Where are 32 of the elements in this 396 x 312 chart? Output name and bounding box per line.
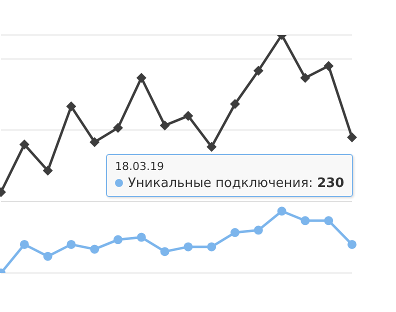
point [184,242,193,252]
point [20,240,29,249]
point [324,216,334,226]
point [324,60,334,71]
point [19,139,30,150]
point [277,206,286,216]
point [113,122,123,133]
point [230,228,240,238]
point [42,166,53,176]
point [136,232,146,242]
point [66,240,76,249]
point [183,110,194,121]
legend-label: Уникальные подключения: [128,176,314,191]
point [230,99,240,110]
point [160,120,170,130]
annotation: 18.03.19 [115,160,165,173]
annotation: 230 [317,176,344,191]
point [253,66,264,76]
point [43,252,52,261]
point [90,244,100,254]
point [160,247,170,256]
point [206,142,217,152]
point [90,137,100,148]
point [348,240,356,249]
point [136,72,146,83]
point [207,242,216,252]
point [347,132,357,142]
point [254,226,263,235]
point [66,101,76,112]
point [300,72,310,83]
point [114,235,122,244]
point [300,216,310,226]
